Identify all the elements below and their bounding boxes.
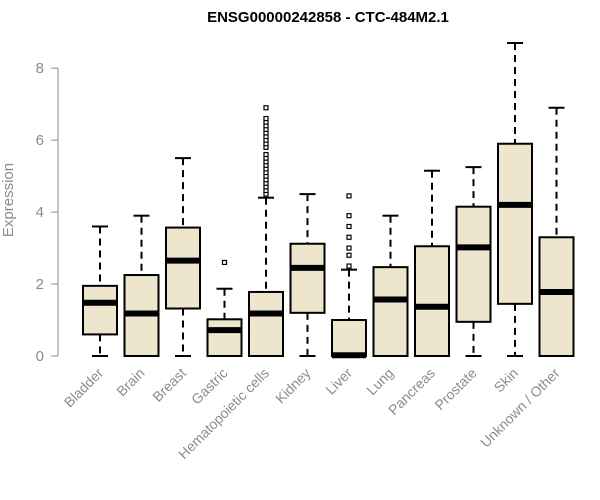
y-tick-label: 8 — [36, 60, 44, 77]
box-iqr — [289, 242, 326, 314]
box-iqr — [82, 284, 118, 336]
x-tick-label: Breast — [149, 365, 189, 405]
box-iqr — [331, 319, 367, 357]
y-tick-label: 2 — [36, 276, 44, 293]
outlier-point — [346, 263, 352, 269]
box-iqr — [414, 245, 450, 357]
outlier-point — [346, 245, 352, 251]
x-tick-label: Bladder — [61, 365, 107, 411]
y-tick-label: 0 — [36, 348, 44, 365]
box-breast — [165, 157, 201, 357]
y-axis: 0 2 4 6 8 — [36, 60, 59, 365]
outlier-point — [346, 193, 352, 199]
x-tick-label: Kidney — [272, 365, 314, 407]
box-lung — [372, 214, 409, 357]
x-tick-label: Prostate — [431, 365, 479, 413]
outlier-point — [263, 115, 269, 122]
outlier-point — [346, 252, 352, 258]
outlier-point — [346, 223, 352, 230]
x-tick-label: Lung — [363, 365, 396, 398]
outlier-point — [221, 259, 228, 266]
y-axis-label: Expression — [0, 163, 17, 237]
x-tick-label: Skin — [491, 365, 522, 396]
box-pancreas — [414, 169, 450, 357]
x-tick-label: Unknown / Other — [477, 365, 563, 451]
x-tick-label: Brain — [113, 365, 147, 399]
box-skin — [497, 42, 533, 357]
outlier-point — [346, 213, 352, 219]
box-prostate — [455, 166, 492, 357]
box-iqr — [497, 142, 533, 305]
box-hematopoietic-cells — [248, 105, 284, 357]
box-bladder — [82, 225, 118, 357]
box-brain — [123, 214, 160, 357]
box-iqr — [455, 205, 492, 323]
x-tick-label: Liver — [322, 365, 355, 398]
chart-title: ENSG00000242858 - CTC-484M2.1 — [207, 9, 449, 26]
outlier-point — [346, 234, 352, 240]
box-series — [82, 42, 575, 359]
box-gastric — [206, 259, 243, 357]
box-iqr — [372, 266, 409, 357]
box-iqr — [206, 318, 243, 357]
box-kidney — [289, 193, 326, 357]
box-liver — [331, 193, 367, 359]
box-iqr — [248, 290, 284, 357]
box-iqr — [538, 236, 575, 357]
y-tick-label: 6 — [36, 132, 44, 149]
outlier-point — [263, 105, 269, 111]
box-unknown-other — [538, 106, 575, 357]
outlier-point — [263, 151, 269, 158]
y-tick-label: 4 — [36, 204, 44, 221]
box-iqr — [165, 226, 201, 310]
